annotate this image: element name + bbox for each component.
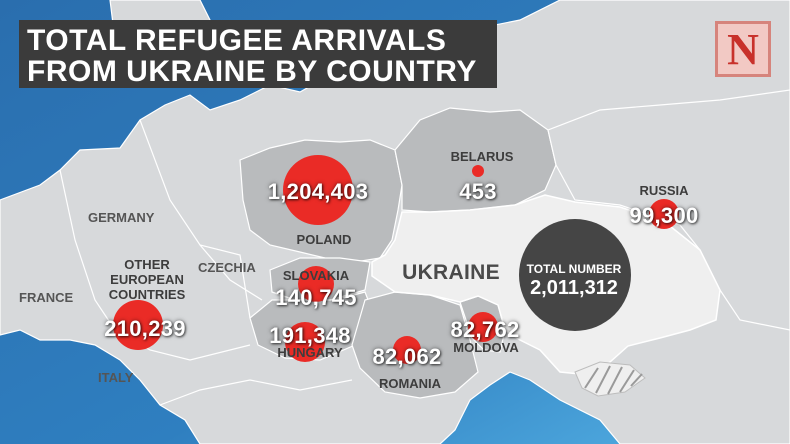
label-slovakia: SLOVAKIA bbox=[282, 268, 350, 283]
label-germany: GERMANY bbox=[88, 210, 155, 225]
label-ukraine: UKRAINE bbox=[402, 261, 500, 284]
value-romania: 82,062 bbox=[372, 344, 442, 369]
bubble-hungary bbox=[285, 322, 325, 362]
value-belarus: 453 bbox=[459, 179, 497, 204]
logo-letter: N bbox=[727, 25, 759, 74]
value-russia: 99,300 bbox=[629, 203, 699, 228]
title-line-1: TOTAL REFUGEE ARRIVALS bbox=[27, 24, 447, 57]
value-slovakia: 140,745 bbox=[275, 285, 357, 310]
title-line-2: FROM UKRAINE BY COUNTRY bbox=[27, 55, 477, 88]
newsweek-logo: N bbox=[715, 21, 771, 77]
value-other-european: 210,239 bbox=[104, 316, 186, 341]
total-label: TOTAL NUMBER bbox=[526, 262, 622, 276]
bubble-romania bbox=[393, 336, 421, 364]
total-value: 2,011,312 bbox=[530, 277, 618, 299]
label-belarus: BELARUS bbox=[450, 149, 514, 164]
value-moldova: 82,762 bbox=[450, 317, 520, 342]
bubble-russia bbox=[649, 199, 679, 229]
label-other-european: OTHER EUROPEAN COUNTRIES bbox=[108, 257, 186, 302]
value-hungary: 191,348 bbox=[269, 323, 351, 348]
label-romania: ROMANIA bbox=[378, 376, 442, 391]
label-hungary: HUNGARY bbox=[277, 345, 343, 360]
label-france: FRANCE bbox=[19, 290, 74, 305]
bubble-slovakia bbox=[298, 266, 334, 302]
bubble-other-european bbox=[113, 300, 163, 350]
label-russia: RUSSIA bbox=[639, 183, 689, 198]
bubble-total bbox=[519, 219, 631, 331]
bubble-moldova bbox=[468, 312, 498, 342]
value-poland: 1,204,403 bbox=[267, 179, 369, 204]
label-italy: ITALY bbox=[98, 370, 134, 385]
crimea-shape bbox=[574, 361, 646, 397]
label-moldova: MOLDOVA bbox=[453, 340, 519, 355]
title-banner: TOTAL REFUGEE ARRIVALS FROM UKRAINE BY C… bbox=[19, 20, 497, 88]
belarus-shape bbox=[394, 107, 557, 213]
label-czechia: CZECHIA bbox=[198, 260, 256, 275]
bubble-poland bbox=[283, 155, 353, 225]
label-poland: POLAND bbox=[296, 232, 352, 247]
bubble-belarus bbox=[472, 165, 484, 177]
crimea-hatch bbox=[584, 365, 643, 395]
